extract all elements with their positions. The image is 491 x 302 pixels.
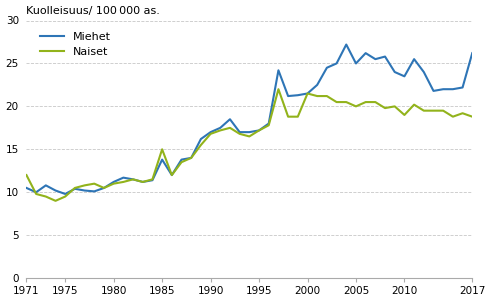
Naiset bbox=[256, 129, 262, 132]
Naiset bbox=[149, 178, 155, 181]
Naiset bbox=[24, 173, 29, 177]
Miehet bbox=[130, 178, 136, 181]
Naiset bbox=[43, 195, 49, 198]
Naiset bbox=[343, 100, 349, 104]
Naiset bbox=[111, 182, 117, 185]
Naiset bbox=[421, 109, 427, 112]
Miehet bbox=[402, 75, 408, 78]
Miehet bbox=[275, 69, 281, 72]
Miehet bbox=[43, 184, 49, 187]
Naiset bbox=[402, 113, 408, 117]
Line: Miehet: Miehet bbox=[27, 44, 472, 194]
Miehet bbox=[111, 180, 117, 184]
Miehet bbox=[120, 176, 126, 179]
Naiset bbox=[324, 94, 330, 98]
Naiset bbox=[101, 186, 107, 190]
Naiset bbox=[285, 115, 291, 118]
Naiset bbox=[411, 103, 417, 107]
Miehet bbox=[179, 158, 185, 162]
Text: Kuolleisuus/ 100 000 as.: Kuolleisuus/ 100 000 as. bbox=[27, 5, 161, 16]
Naiset bbox=[304, 92, 310, 95]
Miehet bbox=[343, 43, 349, 46]
Naiset bbox=[333, 100, 339, 104]
Miehet bbox=[82, 189, 87, 192]
Naiset bbox=[208, 132, 214, 136]
Miehet bbox=[149, 178, 155, 182]
Miehet bbox=[237, 130, 243, 134]
Miehet bbox=[91, 190, 97, 193]
Naiset bbox=[460, 111, 465, 115]
Miehet bbox=[218, 126, 223, 130]
Naiset bbox=[450, 115, 456, 118]
Miehet bbox=[421, 70, 427, 74]
Naiset bbox=[295, 115, 301, 118]
Miehet bbox=[24, 186, 29, 190]
Naiset bbox=[275, 87, 281, 91]
Miehet bbox=[33, 191, 39, 194]
Naiset bbox=[372, 100, 378, 104]
Miehet bbox=[256, 129, 262, 132]
Miehet bbox=[188, 156, 194, 160]
Miehet bbox=[333, 62, 339, 65]
Naiset bbox=[363, 100, 369, 104]
Miehet bbox=[208, 130, 214, 134]
Naiset bbox=[130, 178, 136, 181]
Miehet bbox=[285, 94, 291, 98]
Naiset bbox=[91, 182, 97, 185]
Miehet bbox=[62, 192, 68, 196]
Naiset bbox=[469, 115, 475, 118]
Naiset bbox=[218, 129, 223, 132]
Naiset bbox=[169, 173, 175, 177]
Miehet bbox=[450, 87, 456, 91]
Naiset bbox=[440, 109, 446, 112]
Legend: Miehet, Naiset: Miehet, Naiset bbox=[36, 29, 114, 60]
Miehet bbox=[246, 130, 252, 134]
Naiset bbox=[237, 132, 243, 136]
Miehet bbox=[392, 70, 398, 74]
Miehet bbox=[53, 189, 58, 192]
Miehet bbox=[198, 137, 204, 141]
Miehet bbox=[353, 62, 359, 65]
Naiset bbox=[62, 195, 68, 198]
Miehet bbox=[372, 57, 378, 61]
Miehet bbox=[295, 93, 301, 97]
Miehet bbox=[411, 57, 417, 61]
Miehet bbox=[101, 186, 107, 190]
Naiset bbox=[188, 156, 194, 160]
Naiset bbox=[198, 143, 204, 147]
Naiset bbox=[392, 104, 398, 108]
Naiset bbox=[314, 94, 320, 98]
Naiset bbox=[140, 180, 146, 184]
Naiset bbox=[353, 104, 359, 108]
Miehet bbox=[227, 117, 233, 121]
Miehet bbox=[469, 51, 475, 55]
Miehet bbox=[324, 66, 330, 69]
Line: Naiset: Naiset bbox=[27, 89, 472, 201]
Miehet bbox=[304, 92, 310, 95]
Miehet bbox=[363, 51, 369, 55]
Naiset bbox=[179, 160, 185, 164]
Naiset bbox=[382, 106, 388, 110]
Miehet bbox=[266, 122, 272, 125]
Naiset bbox=[72, 186, 78, 190]
Naiset bbox=[53, 199, 58, 203]
Naiset bbox=[82, 184, 87, 187]
Naiset bbox=[266, 124, 272, 127]
Miehet bbox=[440, 87, 446, 91]
Naiset bbox=[227, 126, 233, 130]
Miehet bbox=[460, 86, 465, 89]
Miehet bbox=[169, 173, 175, 177]
Naiset bbox=[159, 147, 165, 151]
Naiset bbox=[33, 192, 39, 196]
Miehet bbox=[140, 180, 146, 184]
Miehet bbox=[72, 187, 78, 191]
Miehet bbox=[431, 89, 436, 93]
Naiset bbox=[431, 109, 436, 112]
Miehet bbox=[159, 158, 165, 162]
Miehet bbox=[314, 83, 320, 87]
Naiset bbox=[120, 180, 126, 184]
Miehet bbox=[382, 55, 388, 58]
Naiset bbox=[246, 135, 252, 138]
